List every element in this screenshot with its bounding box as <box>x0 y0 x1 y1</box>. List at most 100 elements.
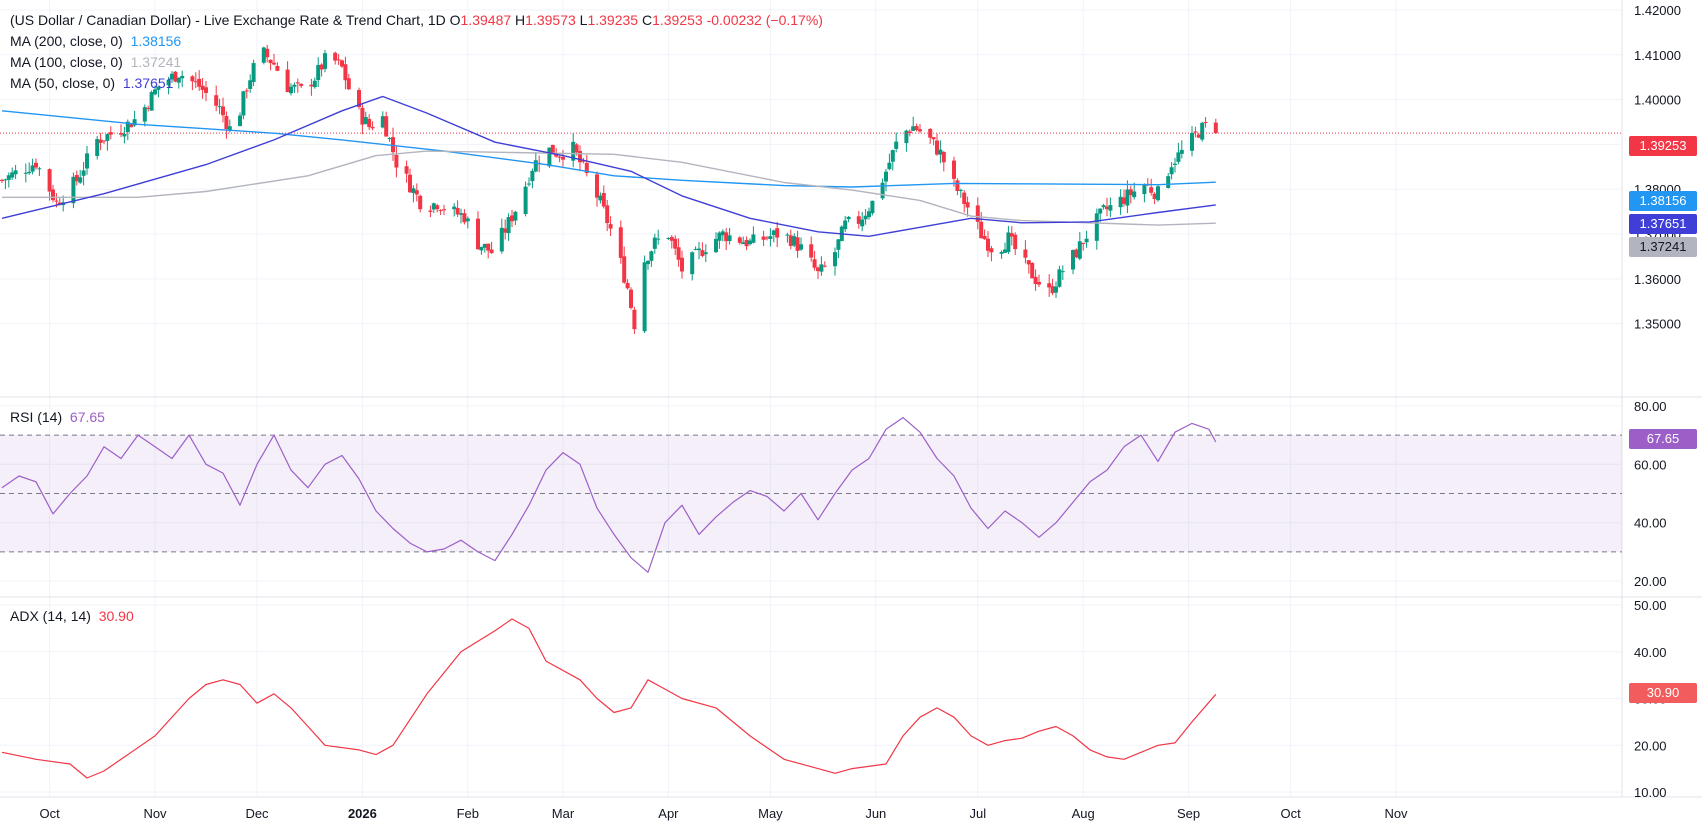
candle-body <box>989 248 994 253</box>
candle-body <box>571 141 576 161</box>
candle-body <box>10 172 15 178</box>
ma100-line <box>2 150 1216 226</box>
candle-body <box>1077 241 1082 259</box>
candle-body <box>935 140 939 155</box>
ma200-value: 1.38156 <box>130 33 182 49</box>
candle-body <box>673 238 678 249</box>
candle-body <box>605 205 610 224</box>
change-value: -0.00232 (−0.17%) <box>706 12 823 28</box>
candle-body <box>180 75 185 79</box>
candle-body <box>51 189 55 201</box>
candle-body <box>1203 121 1208 123</box>
candle-body <box>343 64 348 81</box>
candle-body <box>700 250 705 257</box>
time-tick-label: Nov <box>1384 806 1408 821</box>
candle-body <box>867 211 871 218</box>
price-tick-label: 1.40000 <box>1634 93 1681 108</box>
candle-body <box>309 84 314 87</box>
candle-body <box>57 202 62 205</box>
candle-body <box>244 90 249 92</box>
candle-body <box>299 83 304 86</box>
adx-value: 30.90 <box>98 608 134 624</box>
ma100-legend: MA (100, close, 0) 1.37241 <box>10 53 181 71</box>
candle-body <box>622 256 627 283</box>
candle-body <box>727 235 732 242</box>
candle-body <box>751 234 756 243</box>
ma200-badge: 1.38156 <box>1629 191 1697 211</box>
candle-body <box>370 126 375 129</box>
last-price-badge: 1.39253 <box>1629 136 1697 156</box>
candle-body <box>108 132 113 135</box>
open-label: O <box>449 12 461 28</box>
candle-body <box>1006 232 1011 252</box>
candle-body <box>272 62 276 65</box>
candle-body <box>724 232 729 242</box>
rsi-legend: RSI (14) 67.65 <box>10 408 105 426</box>
candle-body <box>285 69 290 93</box>
candle-body <box>289 86 293 94</box>
candle-body <box>1054 286 1058 293</box>
ma50-legend: MA (50, close, 0) 1.37651 <box>10 74 173 92</box>
candle-body <box>479 246 484 251</box>
candle-body <box>1033 276 1038 284</box>
candle-body <box>1122 197 1126 204</box>
candle-body <box>697 248 701 251</box>
candle-body <box>880 182 885 199</box>
candle-body <box>1023 249 1028 258</box>
candle-body <box>173 71 178 82</box>
candle-body <box>550 144 555 155</box>
candle-body <box>462 213 467 223</box>
candle-body <box>224 115 229 130</box>
candle-body <box>248 80 253 89</box>
candle-body <box>81 170 86 176</box>
rsi-tick-label: 60.00 <box>1634 457 1667 472</box>
candle-body <box>357 90 361 107</box>
candle-body <box>367 118 372 128</box>
low-value: 1.39235 <box>587 12 639 28</box>
candle-body <box>884 171 888 182</box>
candle-body <box>292 84 297 87</box>
ma100-badge: 1.37241 <box>1629 237 1697 257</box>
candle-body <box>149 92 154 111</box>
candle-body <box>792 236 797 246</box>
candle-body <box>1173 163 1177 165</box>
candle-body <box>720 231 725 236</box>
candle-body <box>142 107 147 122</box>
candle-body <box>523 186 528 215</box>
ma100-value: 1.37241 <box>130 54 182 70</box>
candle-body <box>533 160 538 172</box>
candle-body <box>986 238 990 251</box>
candle-body <box>918 129 922 132</box>
candle-body <box>1179 149 1184 154</box>
high-label: H <box>515 12 526 28</box>
rsi-tick-label: 40.00 <box>1634 516 1667 531</box>
candle-body <box>85 153 89 169</box>
ma50-line <box>1 95 1216 238</box>
adx-tick-label: 10.00 <box>1634 785 1667 800</box>
candle-body <box>54 200 59 202</box>
candle-body <box>176 77 181 83</box>
candle-body <box>768 236 773 239</box>
header-legend: (US Dollar / Canadian Dollar) - Live Exc… <box>10 11 823 29</box>
ma50-value: 1.37651 <box>122 75 174 91</box>
candle-body <box>217 106 222 108</box>
candle-body <box>530 170 535 182</box>
candle-body <box>95 139 100 156</box>
candle-body <box>527 183 531 185</box>
candle-body <box>608 224 613 229</box>
candle-body <box>197 78 202 87</box>
candle-body <box>153 89 157 95</box>
time-tick-label: Apr <box>658 806 679 821</box>
candle-body <box>843 220 848 230</box>
candle-body <box>30 165 35 172</box>
time-tick-label: Oct <box>1280 806 1301 821</box>
candle-body <box>316 65 321 81</box>
candle-body <box>408 174 412 193</box>
candle-body <box>904 130 909 144</box>
candle-body <box>761 236 766 240</box>
candle-body <box>625 282 630 289</box>
candle-body <box>714 238 718 253</box>
candle-body <box>748 240 752 245</box>
